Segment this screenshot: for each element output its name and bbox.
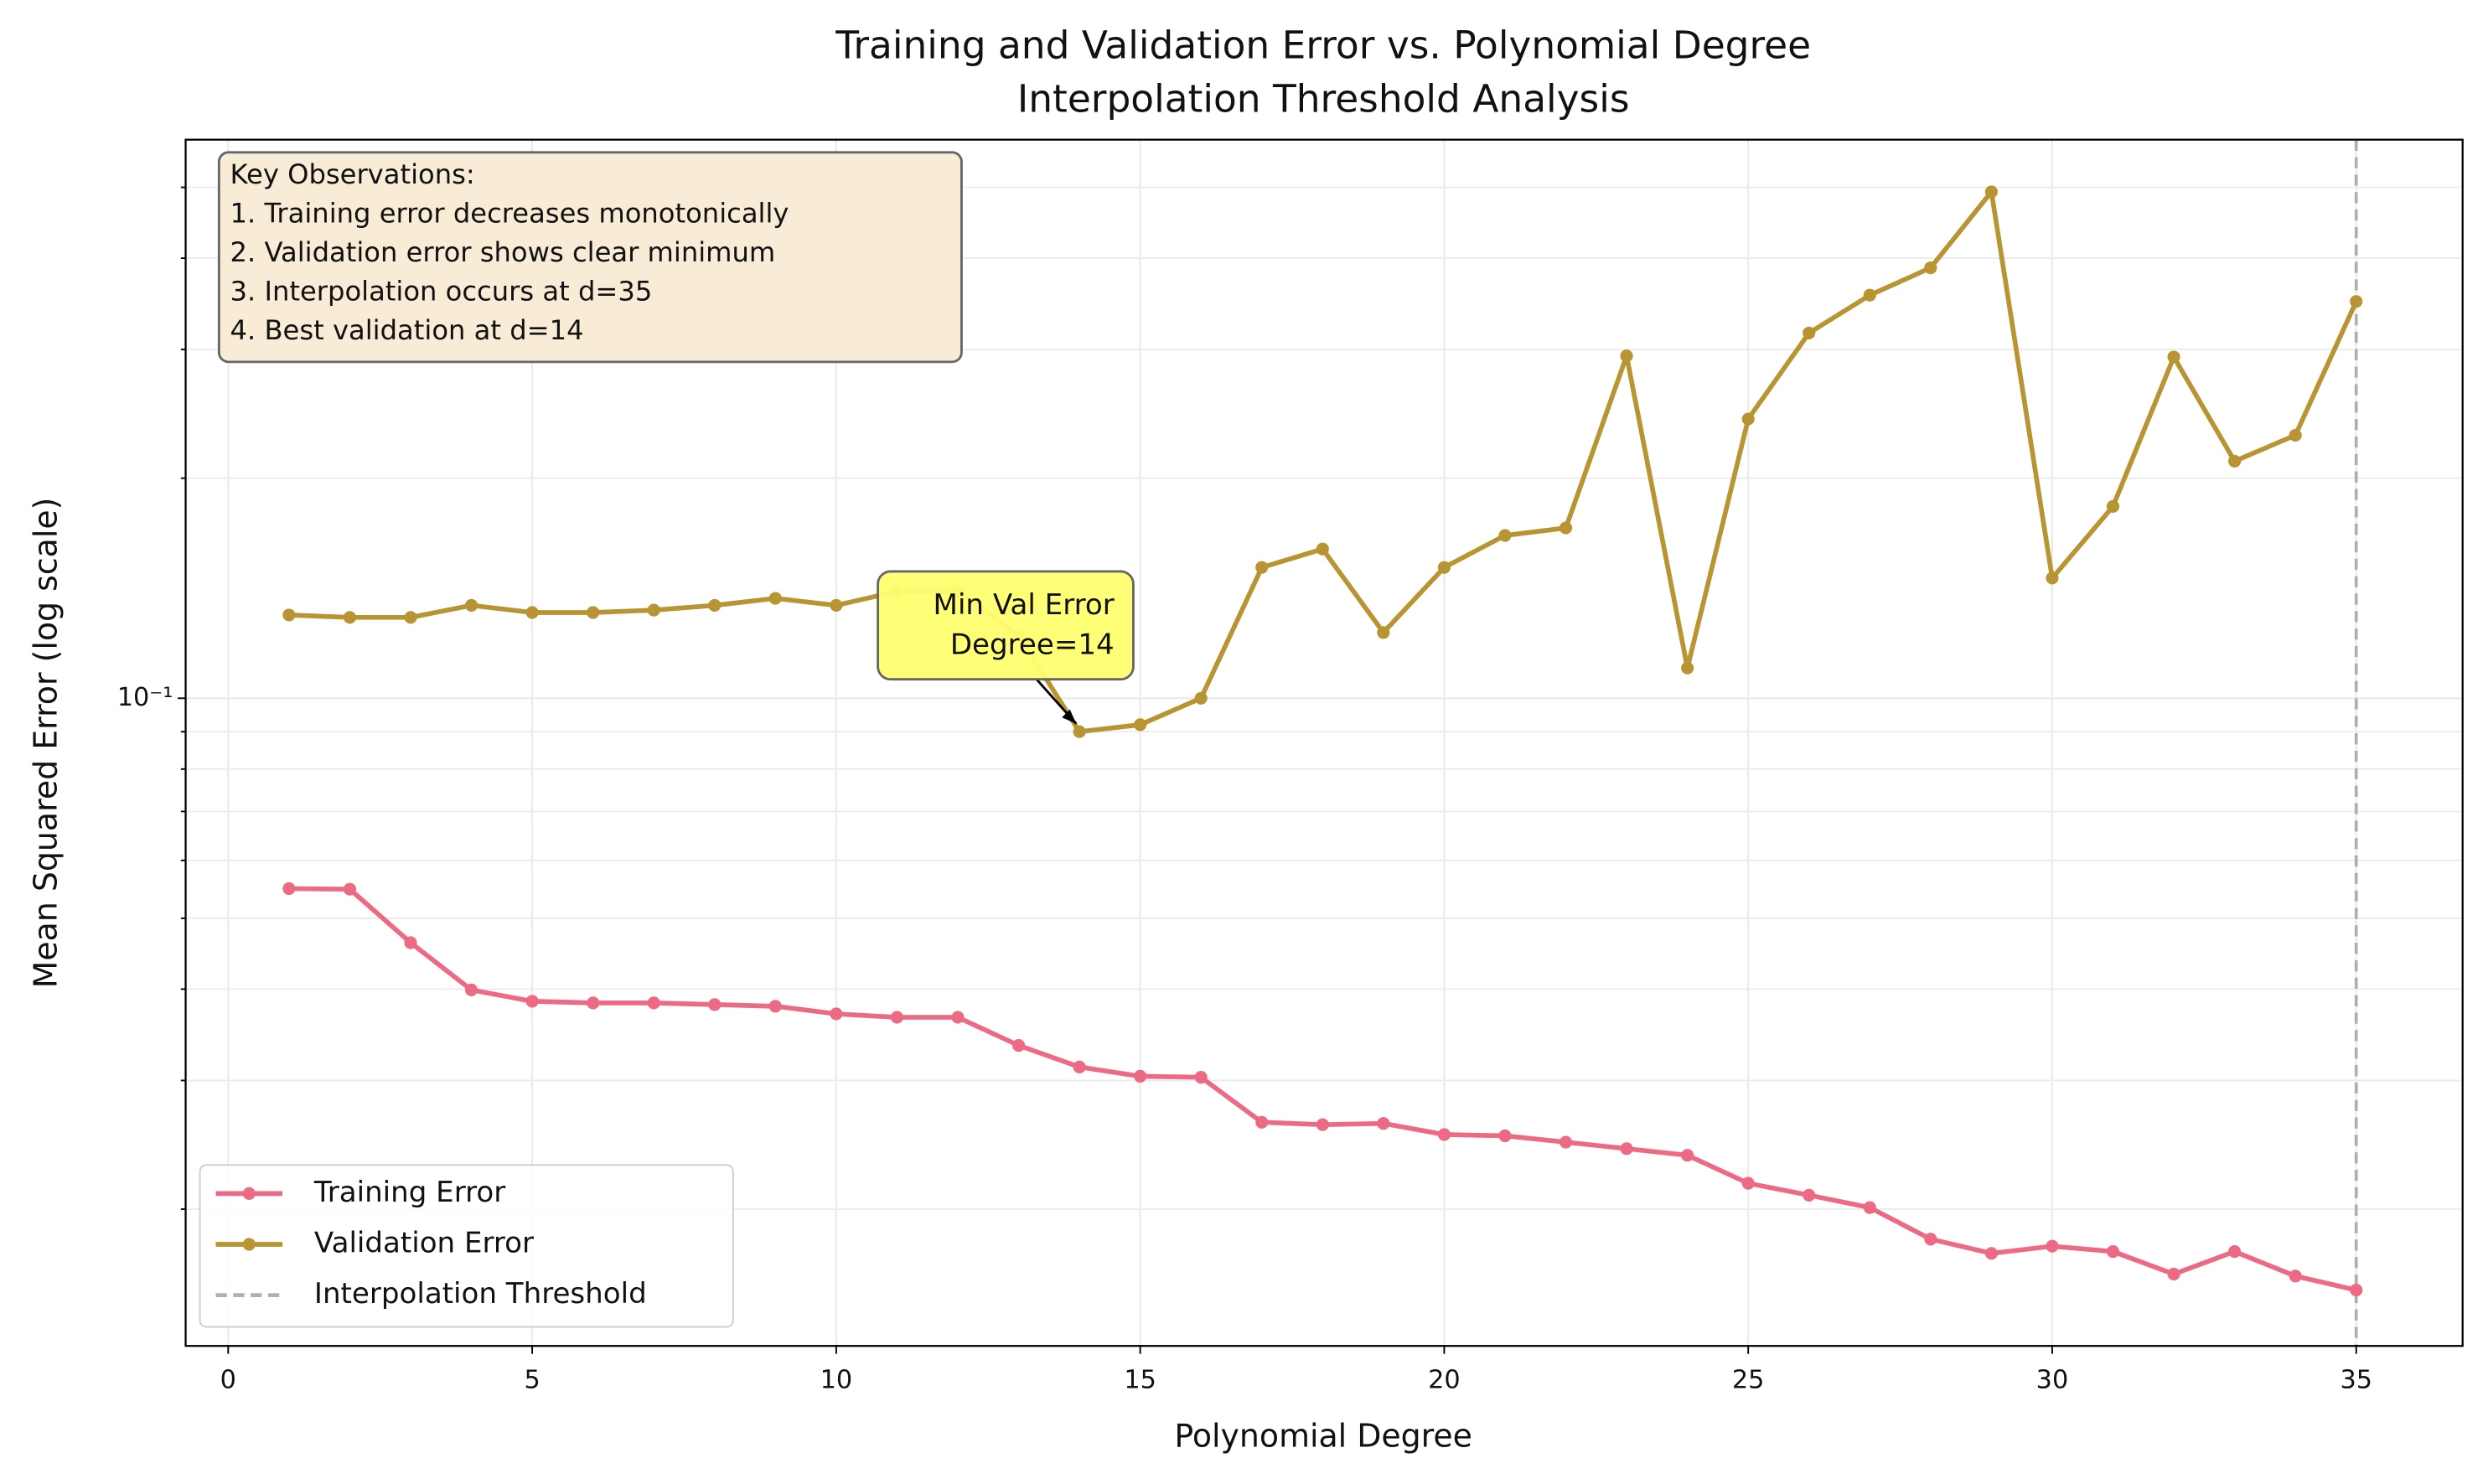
observation-box [217,151,963,364]
data-point [890,1011,904,1024]
data-point [1741,412,1755,426]
x-axis-label: Polynomial Degree [1174,1418,1472,1455]
legend-marker [242,1238,256,1251]
data-point [464,983,478,996]
data-point [768,1000,782,1013]
data-point [2228,454,2242,468]
data-point [587,606,600,619]
data-point [2106,1245,2120,1259]
data-point [1437,561,1451,574]
data-point [2350,295,2363,308]
data-point [1073,1060,1086,1073]
data-point [1255,1115,1269,1129]
observation-text: 4. Best validation at d=14 [230,314,584,346]
data-point [404,611,417,624]
legend-label: Interpolation Threshold [314,1277,647,1311]
chart-subtitle: Interpolation Threshold Analysis [1017,77,1630,122]
observation-text: 1. Training error decreases monotonicall… [230,198,789,230]
chart-title: Training and Validation Error vs. Polyno… [835,23,1811,67]
data-point [647,603,660,617]
legend-label: Training Error [313,1176,506,1209]
data-point [2228,1245,2242,1259]
annotation-arrowhead [1062,709,1077,724]
data-point [404,936,417,949]
data-point [2289,1269,2302,1283]
data-point [1924,261,1937,275]
legend-label: Validation Error [314,1226,535,1259]
data-point [1984,1247,1998,1260]
data-point [525,995,539,1008]
x-tick-label: 0 [220,1365,236,1394]
data-point [1803,326,1816,339]
data-point [1194,691,1208,705]
data-point [1741,1176,1755,1190]
data-point [1681,1149,1694,1162]
annotation-text: Degree=14 [950,628,1115,661]
data-point [343,611,357,624]
data-point [1620,1142,1633,1156]
data-point [464,598,478,612]
x-tick-label: 15 [1124,1365,1156,1394]
data-point [1255,561,1269,574]
data-point [282,882,296,896]
data-point [2106,499,2120,513]
data-point [1437,1128,1451,1141]
data-point [951,1011,965,1024]
x-tick-label: 35 [2340,1365,2372,1394]
observation-text: 2. Validation error shows clear minimum [230,236,776,268]
data-point [1620,349,1633,363]
data-point [1498,1129,1512,1143]
data-point [2046,1239,2059,1253]
annotation-box [877,570,1135,681]
legend-marker [242,1187,256,1200]
data-point [1681,661,1694,675]
data-point [1316,542,1329,556]
data-point [525,606,539,619]
y-axis-label: Mean Squared Error (log scale) [27,498,64,989]
data-point [587,996,600,1010]
x-tick-label: 30 [2036,1365,2069,1394]
data-point [1316,1118,1329,1131]
data-point [830,598,843,612]
data-point [1863,288,1876,302]
x-tick-label: 10 [820,1365,853,1394]
data-point [1134,1069,1147,1083]
data-point [708,998,722,1011]
data-point [1984,185,1998,199]
data-point [1134,718,1147,732]
data-point [1559,521,1573,535]
data-point [1073,725,1086,738]
data-point [282,608,296,622]
data-point [1011,1039,1026,1052]
data-point [1377,626,1390,639]
data-point [2350,1284,2363,1297]
data-point [1377,1117,1390,1130]
x-tick-label: 20 [1428,1365,1461,1394]
x-tick-label: 25 [1732,1365,1765,1394]
data-point [1924,1233,1937,1246]
data-point [1194,1071,1208,1084]
legend-box [199,1164,734,1328]
plot-frame [184,138,2464,1347]
x-tick-label: 5 [524,1365,540,1394]
data-point [2167,1267,2180,1281]
data-point [1803,1188,1816,1202]
data-point [830,1007,843,1021]
data-point [768,592,782,605]
data-point [708,598,722,612]
data-point [2167,350,2180,364]
data-point [2289,428,2302,442]
data-point [1559,1135,1573,1149]
data-point [647,996,660,1010]
data-point [343,882,357,896]
data-point [1863,1201,1876,1214]
data-point [1498,529,1512,542]
data-point [2046,571,2059,585]
observation-text: 3. Interpolation occurs at d=35 [230,275,653,307]
annotation-text: Min Val Error [934,588,1115,622]
y-tick-label: 10⁻¹ [117,683,173,712]
observation-text: Key Observations: [230,158,475,190]
